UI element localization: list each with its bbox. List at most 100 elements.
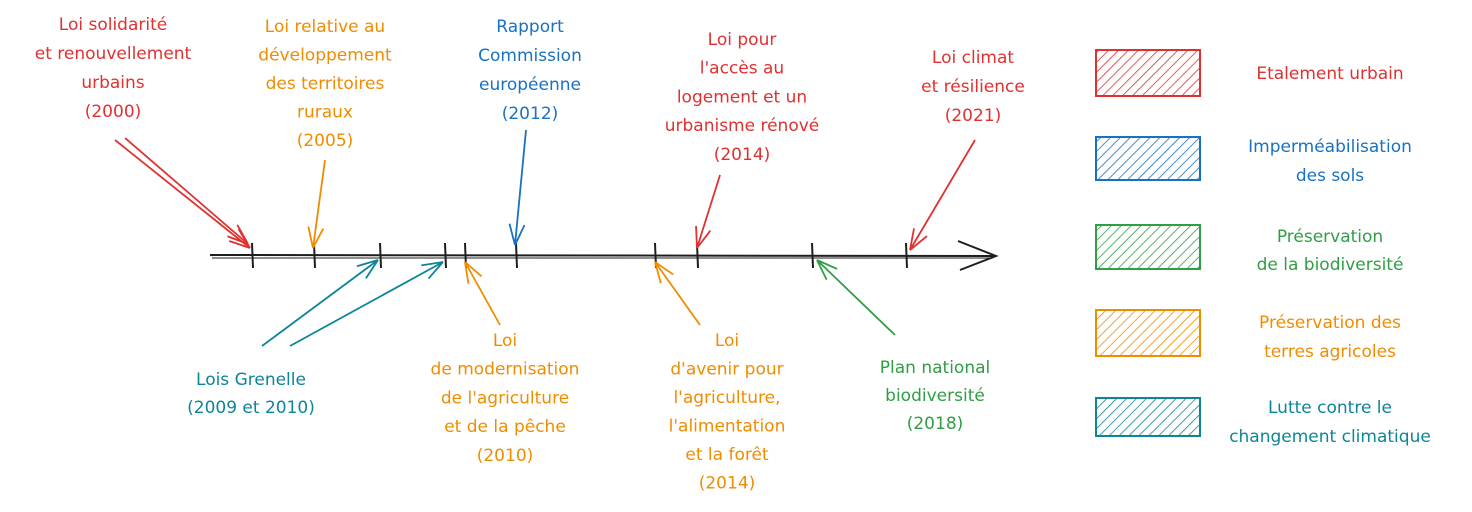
- event-arrowhead: [695, 225, 698, 249]
- event-arrowhead: [307, 226, 314, 249]
- legend-label: Imperméabilisation: [1248, 137, 1412, 157]
- event-arrowhead: [654, 261, 674, 276]
- event-arrowhead: [464, 261, 483, 278]
- event-label: et renouvellement: [35, 44, 192, 64]
- event-label: (2012): [502, 104, 559, 124]
- event-label: logement et un: [677, 87, 807, 107]
- event-arrowhead: [909, 228, 915, 251]
- legend-label: changement climatique: [1229, 427, 1431, 447]
- event-arrowhead: [508, 223, 516, 246]
- event-label: de l'agriculture: [441, 388, 569, 408]
- event-label: Loi: [493, 331, 517, 351]
- event-label: Loi solidarité: [59, 15, 167, 35]
- event-label: l'agriculture,: [673, 388, 780, 408]
- event-arrowhead: [696, 230, 712, 249]
- event-label: (2005): [297, 131, 354, 151]
- event-arrowhead: [421, 261, 444, 267]
- event-arrow: [909, 139, 976, 251]
- event-label: Plan national: [880, 358, 990, 378]
- event-label: Lois Grenelle: [196, 370, 306, 390]
- axis-tick: [811, 242, 814, 269]
- event-label: (2000): [85, 102, 142, 122]
- event-arrow: [816, 259, 896, 336]
- legend-label: de la biodiversité: [1257, 255, 1404, 275]
- legend-label: Préservation: [1277, 227, 1383, 247]
- legend-label: des sols: [1296, 166, 1364, 186]
- event-arrowhead: [816, 259, 838, 270]
- timeline-event: Loi de modernisation de l'agriculture et de…: [431, 261, 580, 466]
- timeline-event: Loi d'avenir pour l'agriculture, l'alimenta…: [654, 261, 786, 494]
- event-label: européenne: [479, 75, 581, 95]
- event-arrow: [261, 259, 379, 347]
- event-arrow: [696, 174, 721, 249]
- event-label: Commission: [478, 46, 582, 66]
- event-label: Rapport: [496, 17, 564, 37]
- event-arrowhead: [654, 261, 662, 284]
- event-label: Loi climat: [932, 48, 1014, 68]
- event-arrow: [114, 139, 251, 249]
- event-arrowhead: [228, 240, 251, 249]
- event-label: et la forêt: [685, 445, 769, 465]
- axis-tick: [905, 242, 908, 269]
- event-label: et de la pêche: [444, 417, 566, 437]
- axis-tick: [379, 242, 382, 269]
- event-label: biodiversité: [885, 386, 985, 406]
- event-arrowhead: [464, 261, 470, 284]
- event-arrowhead: [227, 235, 249, 245]
- event-label: (2009 et 2010): [187, 398, 315, 418]
- event-label: l'accès au: [700, 59, 784, 79]
- axis-line: [209, 254, 996, 257]
- event-label: (2014): [714, 145, 771, 165]
- axis-tick: [251, 242, 254, 269]
- legend-label: terres agricoles: [1264, 342, 1396, 362]
- event-arrow: [654, 261, 701, 326]
- axis-tick: [515, 242, 518, 269]
- event-arrowhead: [909, 235, 928, 251]
- legend-swatch: [1095, 309, 1201, 357]
- event-arrow: [312, 159, 326, 249]
- legend-item: Préservation des terres agricoles: [1095, 309, 1401, 362]
- axis-arrowhead: [957, 240, 999, 271]
- event-label: Loi relative au: [265, 17, 385, 37]
- event-arrowhead: [816, 259, 828, 281]
- legend-item: Lutte contre le changement climatique: [1095, 397, 1431, 447]
- event-label: urbains: [81, 73, 144, 93]
- timeline-event: Loi climat et résilience (2021): [909, 48, 1025, 251]
- legend-swatch: [1095, 136, 1201, 181]
- event-label: de modernisation: [431, 360, 580, 380]
- event-label: d'avenir pour: [670, 360, 783, 380]
- event-label: (2021): [945, 106, 1002, 126]
- legend-swatch: [1095, 224, 1201, 270]
- event-arrowhead: [236, 224, 249, 245]
- event-label: (2010): [477, 446, 534, 466]
- event-label: (2018): [907, 414, 964, 434]
- timeline-event: Loi solidarité et renouvellement urbains (2…: [35, 15, 251, 249]
- event-label: Loi: [715, 331, 739, 351]
- event-label: Loi pour: [708, 30, 777, 50]
- legend-label: Etalement urbain: [1256, 64, 1403, 84]
- event-label: l'alimentation: [669, 417, 786, 437]
- legend-label: Préservation des: [1259, 313, 1401, 333]
- event-label: et résilience: [921, 77, 1025, 97]
- event-label: urbanisme rénové: [665, 116, 820, 136]
- event-label: des territoires: [266, 74, 385, 94]
- timeline-axis: [209, 240, 999, 271]
- timeline-event: Lois Grenelle (2009 et 2010): [187, 259, 444, 418]
- event-arrowhead: [514, 224, 526, 246]
- legend-swatch: [1095, 397, 1201, 437]
- timeline-event: Rapport Commission européenne (2012): [478, 17, 582, 246]
- event-label: ruraux: [297, 103, 353, 123]
- legend-label: Lutte contre le: [1268, 398, 1392, 418]
- event-arrow: [514, 129, 527, 246]
- timeline-event: Loi relative au développement des territoi…: [258, 17, 392, 249]
- event-arrowhead: [356, 259, 379, 268]
- timeline-event: Plan national biodiversité (2018): [816, 259, 990, 434]
- timeline-ticks: [251, 242, 908, 269]
- legend-item: Préservation de la biodiversité: [1095, 224, 1404, 275]
- event-arrowhead: [427, 261, 444, 280]
- axis-tick: [444, 242, 447, 269]
- legend-item: Imperméabilisation des sols: [1095, 136, 1412, 186]
- event-label: (2014): [699, 474, 756, 494]
- event-arrow: [289, 261, 444, 347]
